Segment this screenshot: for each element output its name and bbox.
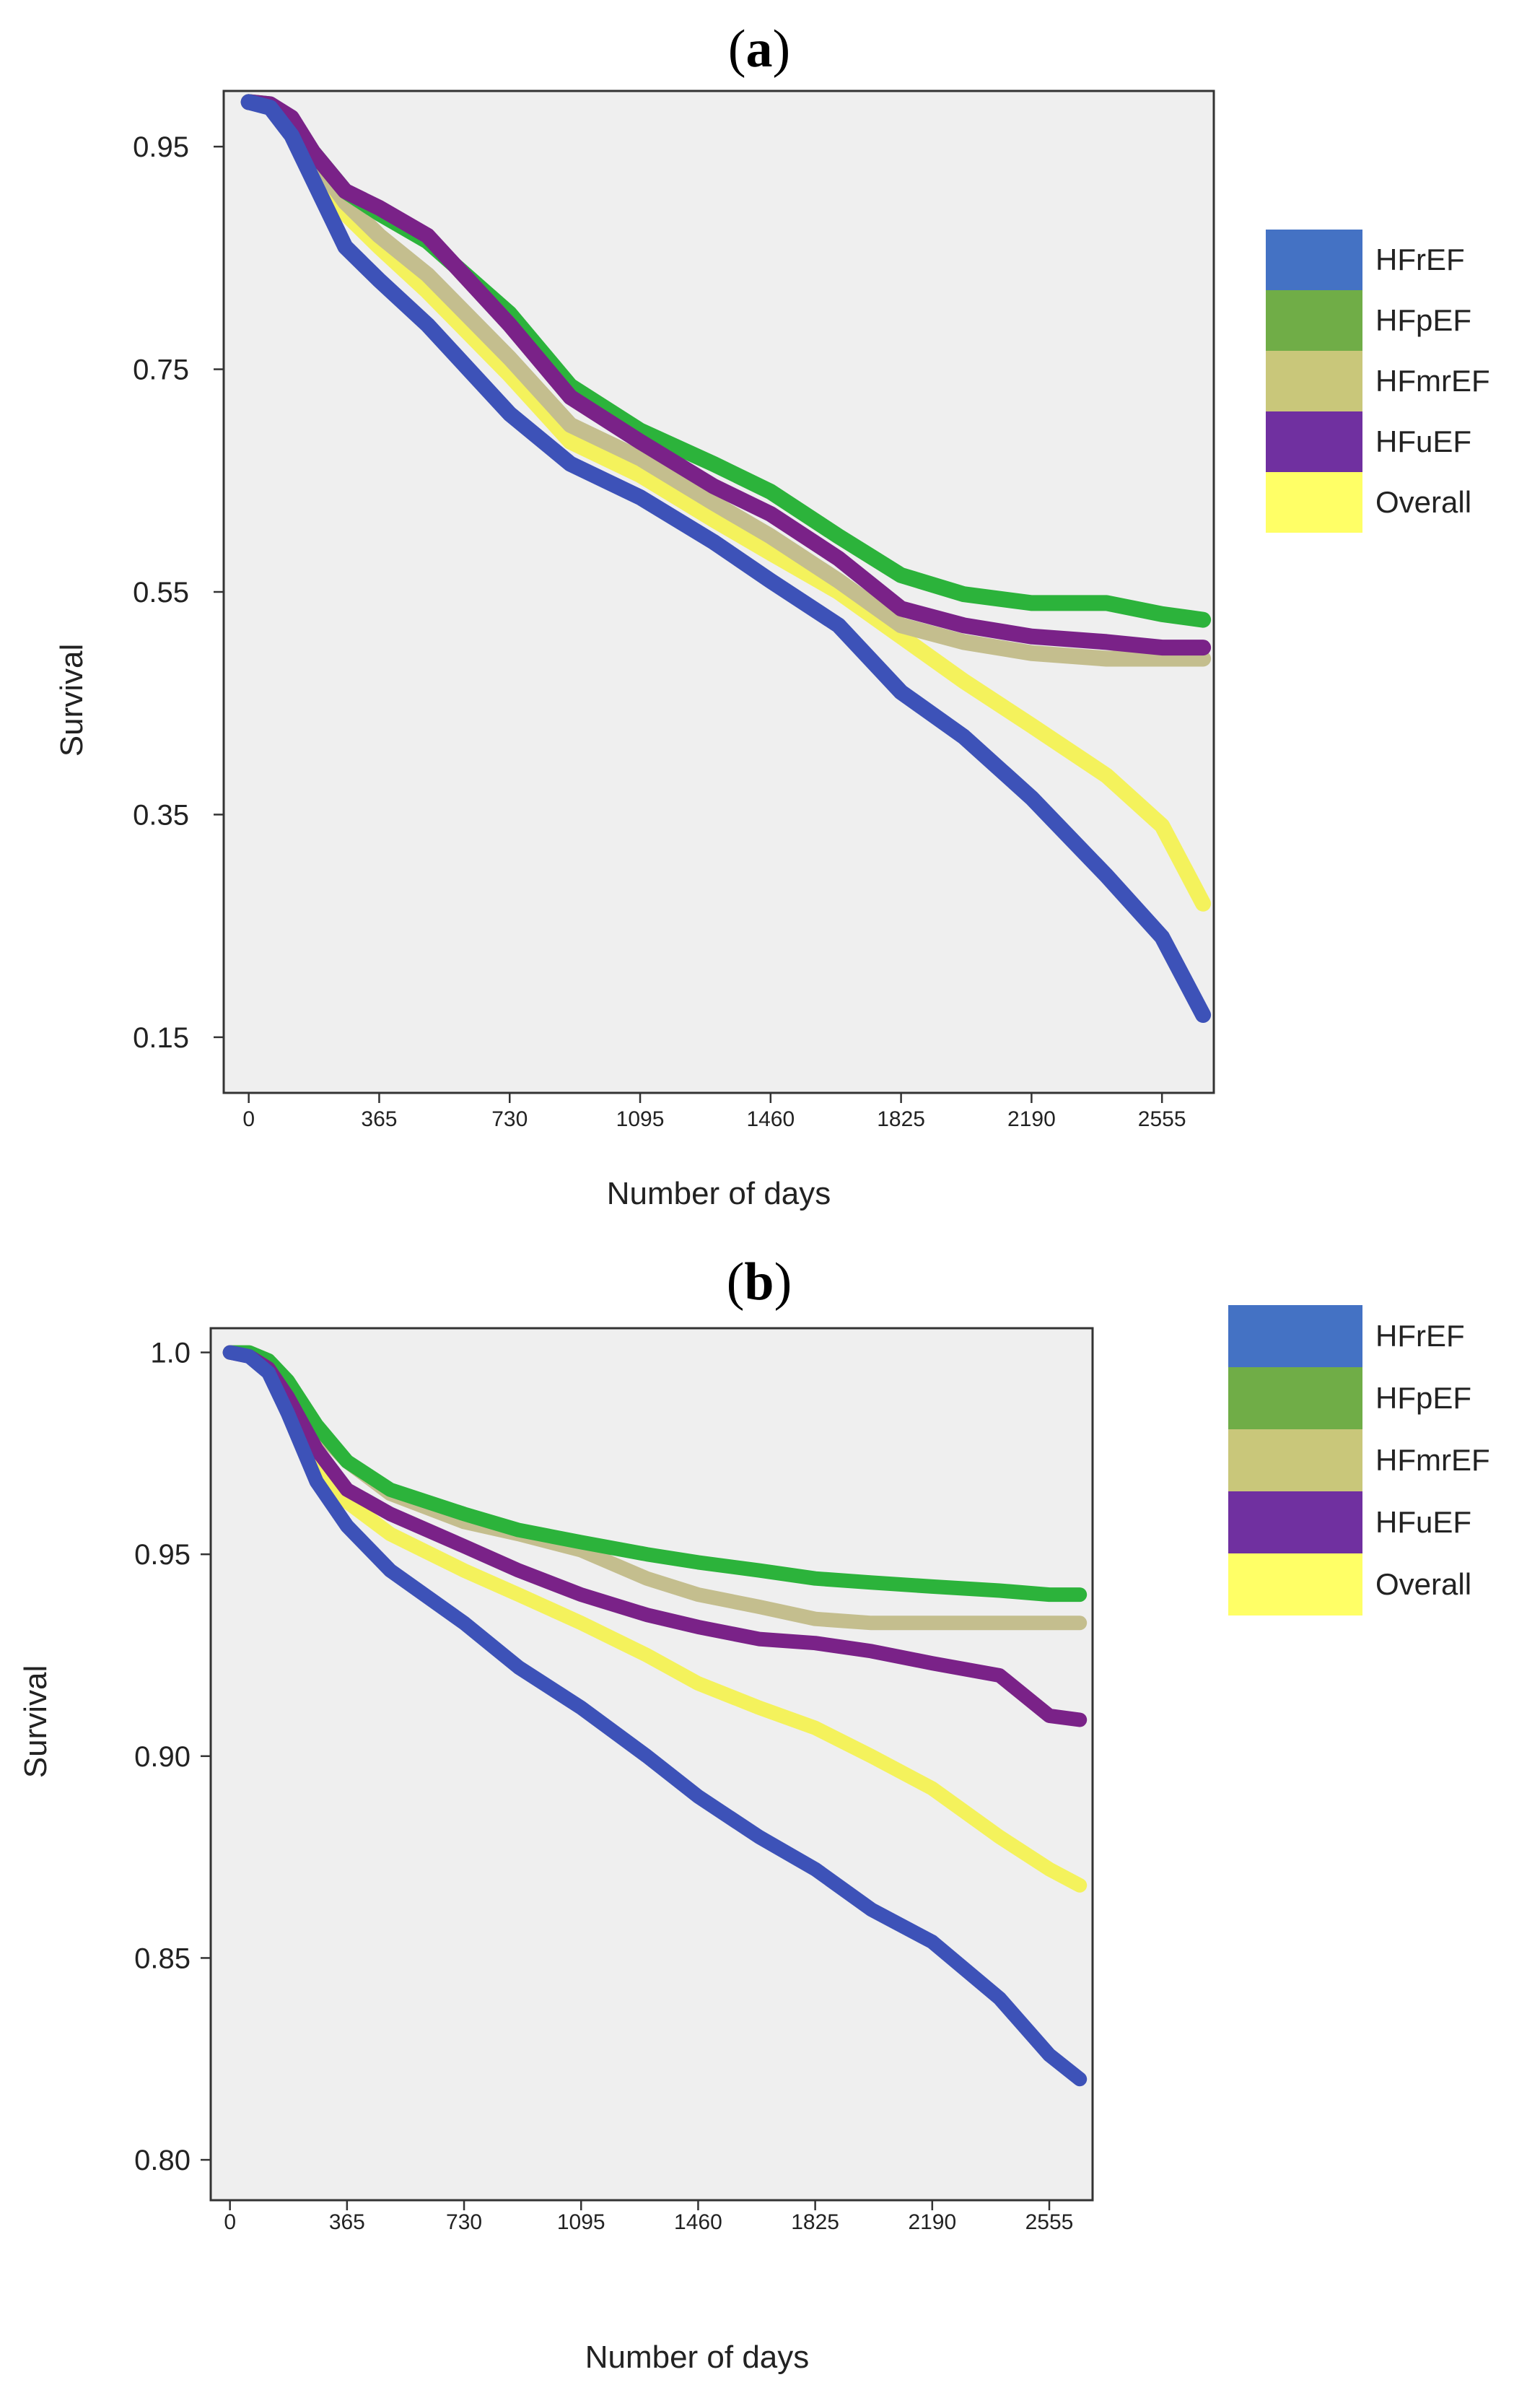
legend-label-hfpef: HFpEF xyxy=(1375,1381,1471,1415)
x-tick-label: 2190 xyxy=(908,2210,956,2234)
legend-label-overall: Overall xyxy=(1375,485,1471,519)
legend-label-hfuef: HFuEF xyxy=(1375,424,1471,458)
x-tick-label: 2555 xyxy=(1025,2210,1074,2234)
y-tick-label: 0.95 xyxy=(134,1539,191,1571)
legend-swatch-hfmref xyxy=(1266,351,1362,411)
x-tick-label: 730 xyxy=(446,2210,482,2234)
legend-label-hfuef: HFuEF xyxy=(1375,1505,1471,1539)
panel-a-label: (a) xyxy=(728,19,790,79)
panel-b-y-axis: 0.80 0.85 0.90 0.95 1.0 xyxy=(134,1338,211,2176)
x-tick-label: 1095 xyxy=(557,2210,605,2234)
y-tick-label: 0.90 xyxy=(134,1741,191,1773)
x-tick-label: 2190 xyxy=(1007,1107,1056,1131)
legend-swatch-overall xyxy=(1266,472,1362,533)
panel-b-legend: HFrEF HFpEF HFmrEF HFuEF Overall xyxy=(1228,1305,1490,1616)
y-tick-label: 0.35 xyxy=(133,799,189,831)
x-tick-label: 1460 xyxy=(746,1107,795,1131)
panel-a-x-axis: 0 365 730 1095 1460 1825 2190 2555 xyxy=(242,1093,1186,1131)
legend-label-hfmref: HFmrEF xyxy=(1375,364,1490,398)
x-tick-label: 1095 xyxy=(616,1107,665,1131)
panel-b: (b) 0 365 730 1095 1460 1825 2190 2555 0.80 0.85… xyxy=(18,1252,1490,2375)
legend-swatch-hfuef xyxy=(1228,1491,1362,1553)
panel-a-x-axis-title: Number of days xyxy=(607,1176,831,1211)
series-line-hfref xyxy=(222,1345,1088,2087)
y-tick-label: 0.15 xyxy=(133,1022,189,1054)
panel-b-label: (b) xyxy=(727,1252,792,1312)
panel-b-x-axis-title: Number of days xyxy=(585,2340,810,2375)
legend-label-hfpef: HFpEF xyxy=(1375,303,1471,337)
y-tick-label: 0.85 xyxy=(134,1943,191,1974)
legend-label-hfmref: HFmrEF xyxy=(1375,1443,1490,1477)
panel-a: (a) 0 365 730 1095 1460 1825 2190 2555 0.15 0.35… xyxy=(54,19,1490,1211)
legend-swatch-hfpef xyxy=(1266,290,1362,351)
x-tick-label: 2555 xyxy=(1138,1107,1186,1131)
series-line-hfpef xyxy=(222,1345,1088,1603)
y-tick-label: 0.75 xyxy=(133,354,189,386)
legend-label-overall: Overall xyxy=(1375,1567,1471,1601)
y-tick-label: 0.80 xyxy=(134,2145,191,2176)
x-tick-label: 365 xyxy=(329,2210,365,2234)
legend-swatch-hfref xyxy=(1266,230,1362,290)
x-tick-label: 365 xyxy=(361,1107,397,1131)
x-tick-label: 730 xyxy=(491,1107,528,1131)
x-tick-label: 0 xyxy=(242,1107,255,1131)
panel-a-y-axis-title: Survival xyxy=(54,644,89,757)
y-tick-label: 0.95 xyxy=(133,131,189,163)
x-tick-label: 1825 xyxy=(877,1107,925,1131)
legend-swatch-hfuef xyxy=(1266,411,1362,472)
legend-label-hfref: HFrEF xyxy=(1375,243,1465,276)
panel-a-letter: a xyxy=(746,19,773,79)
x-tick-label: 1825 xyxy=(791,2210,839,2234)
panel-a-y-axis: 0.15 0.35 0.55 0.75 0.95 xyxy=(133,131,224,1054)
panel-a-legend: HFrEF HFpEF HFmrEF HFuEF Overall xyxy=(1266,230,1490,533)
y-tick-label: 1.0 xyxy=(150,1338,191,1369)
legend-swatch-overall xyxy=(1228,1553,1362,1616)
series-line-hfuef xyxy=(240,94,1212,656)
panel-b-letter: b xyxy=(744,1252,774,1312)
x-tick-label: 0 xyxy=(224,2210,236,2234)
legend-swatch-hfref xyxy=(1228,1305,1362,1367)
legend-swatch-hfmref xyxy=(1228,1429,1362,1491)
legend-swatch-hfpef xyxy=(1228,1367,1362,1429)
y-tick-label: 0.55 xyxy=(133,577,189,609)
panel-b-x-axis: 0 365 730 1095 1460 1825 2190 2555 xyxy=(224,2200,1073,2234)
x-tick-label: 1460 xyxy=(674,2210,722,2234)
series-line-hfref xyxy=(240,94,1212,1023)
panel-b-series-group xyxy=(222,1345,1088,2087)
legend-label-hfref: HFrEF xyxy=(1375,1319,1465,1353)
panel-b-y-axis-title: Survival xyxy=(18,1665,53,1779)
panel-a-series-group xyxy=(240,94,1212,1023)
